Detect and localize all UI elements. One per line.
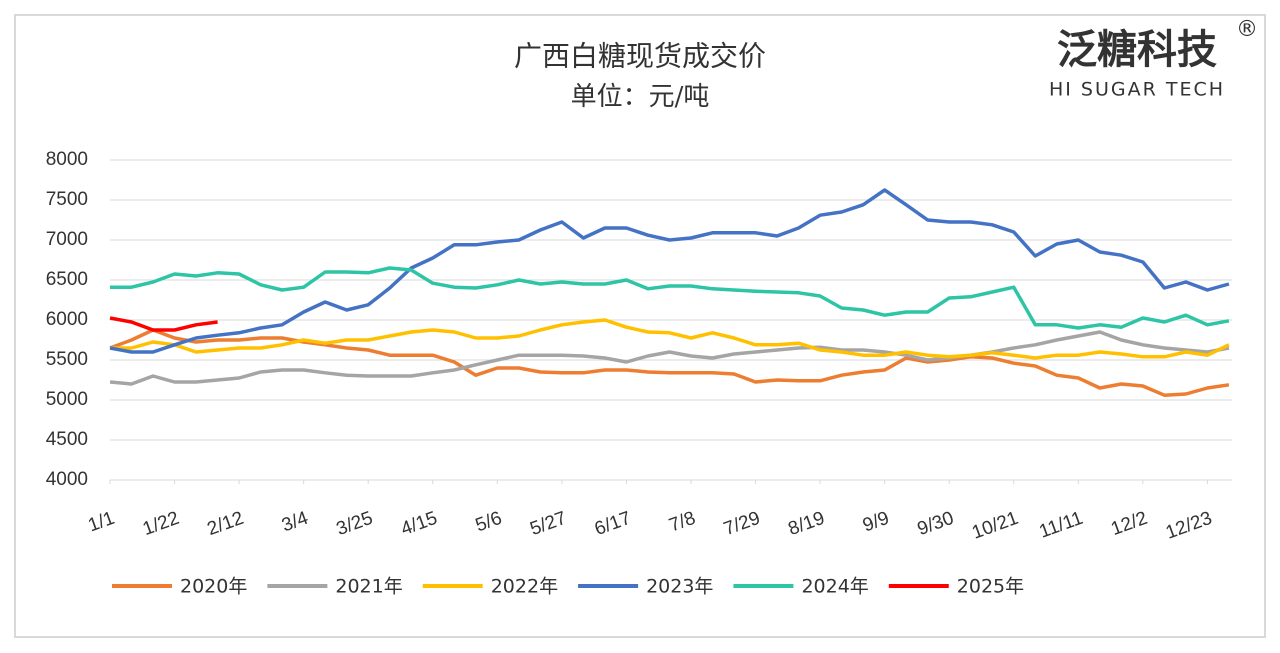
- y-tick-label: 5000: [46, 389, 88, 410]
- legend-label: 2021年: [335, 576, 402, 598]
- y-tick-label: 6000: [46, 309, 88, 330]
- y-tick-label: 5500: [46, 349, 88, 370]
- series-line: [109, 330, 1230, 386]
- series-line: [109, 316, 218, 332]
- legend-label: 2023年: [646, 576, 713, 598]
- logo-en: HI SUGAR TECH: [1049, 79, 1225, 101]
- series-line: [109, 188, 1230, 354]
- logo-mark: ®: [1236, 17, 1258, 42]
- y-tick-label: 7500: [46, 189, 88, 210]
- y-tick-label: 8000: [46, 149, 88, 170]
- legend-label: 2024年: [801, 576, 868, 598]
- chart-title: 广西白糖现货成交价: [514, 40, 766, 73]
- y-tick-label: 7000: [46, 229, 88, 250]
- legend-label: 2020年: [180, 576, 247, 598]
- legend-label: 2025年: [957, 576, 1024, 598]
- y-tick-label: 4500: [46, 429, 88, 450]
- legend-label: 2022年: [491, 576, 558, 598]
- logo: 泛糖科技: [1057, 27, 1217, 73]
- series-line: [110, 266, 1230, 330]
- y-tick-label: 6500: [46, 269, 88, 290]
- chart-subtitle: 单位：元/吨: [571, 82, 710, 112]
- y-tick-label: 4000: [46, 469, 88, 490]
- series-line: [110, 318, 1230, 360]
